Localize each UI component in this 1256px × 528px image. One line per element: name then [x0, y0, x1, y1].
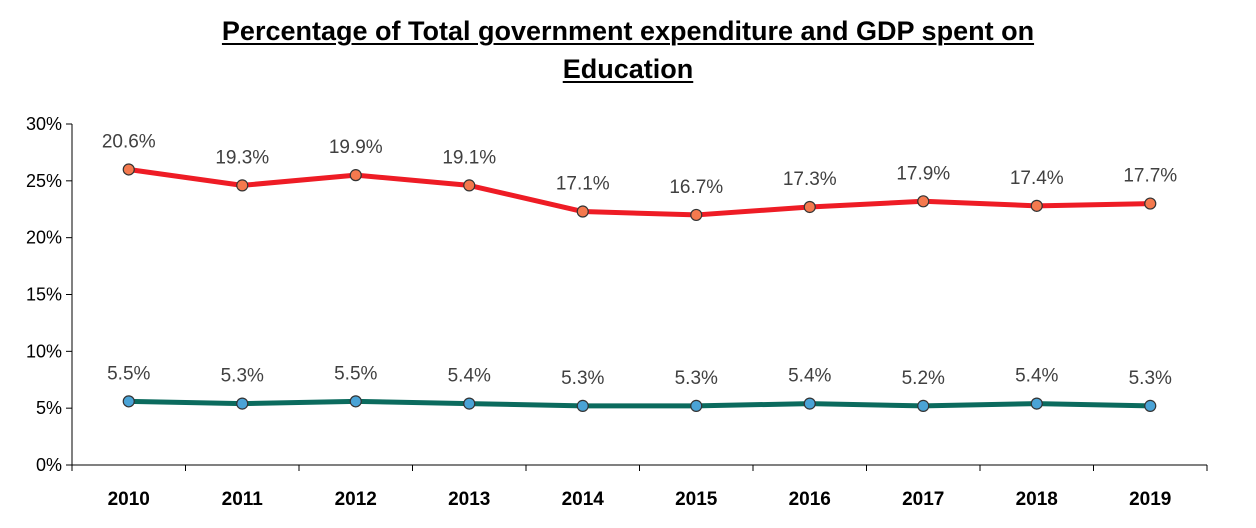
data-label: 19.3% — [215, 147, 269, 168]
x-tick-label: 2015 — [675, 489, 718, 510]
data-point — [576, 399, 589, 412]
data-point — [803, 397, 816, 410]
x-tick-label: 2016 — [789, 489, 831, 510]
data-point — [1144, 399, 1157, 412]
data-label: 5.5% — [107, 363, 150, 384]
data-point — [349, 169, 362, 182]
x-tick-label: 2010 — [108, 489, 150, 510]
data-label: 20.6% — [102, 131, 156, 152]
data-label: 5.3% — [1129, 368, 1172, 389]
x-tick-label: 2019 — [1129, 489, 1171, 510]
y-tick-label: 5% — [36, 398, 62, 418]
data-point — [690, 208, 703, 222]
data-label: 17.9% — [896, 163, 950, 184]
data-label: 19.9% — [329, 137, 383, 158]
y-tick-label: 0% — [36, 455, 62, 475]
data-point — [463, 397, 476, 410]
data-point — [1144, 197, 1157, 210]
data-point — [690, 399, 703, 412]
y-tick-label: 10% — [26, 341, 62, 361]
data-point — [917, 399, 930, 412]
data-point — [576, 205, 589, 218]
data-label: 17.7% — [1123, 166, 1177, 187]
data-label: 5.3% — [675, 368, 718, 389]
chart-title: Percentage of Total government expenditu… — [0, 12, 1256, 88]
data-point — [463, 179, 476, 192]
x-tick-label: 2014 — [562, 489, 605, 510]
data-label: 5.4% — [448, 366, 491, 387]
data-label: 17.1% — [556, 174, 610, 195]
data-label: 16.7% — [669, 177, 723, 198]
data-point — [122, 395, 135, 408]
series-line-1 — [126, 166, 1153, 218]
data-point — [803, 200, 816, 214]
x-tick-label: 2011 — [222, 489, 264, 510]
data-point — [236, 397, 249, 410]
chart-axes: 0% 5% 10% 15% 20% 25% 30% 2010 2011 2012 2013 2014 2… — [26, 114, 1208, 510]
y-tick-label: 25% — [26, 171, 62, 191]
data-label: 5.5% — [334, 363, 377, 384]
chart-title-text: Percentage of Total government expenditu… — [221, 16, 1035, 84]
data-point — [236, 179, 249, 192]
x-tick-label: 2018 — [1016, 489, 1058, 510]
x-tick-label: 2012 — [335, 489, 377, 510]
series-layer — [122, 163, 1157, 412]
data-label: 5.3% — [561, 368, 604, 389]
data-point — [349, 395, 362, 408]
y-tick-label: 30% — [26, 114, 62, 134]
data-label: 17.4% — [1010, 168, 1064, 189]
data-label: 5.2% — [902, 368, 945, 389]
data-label: 5.4% — [1015, 366, 1058, 387]
data-label: 19.1% — [442, 147, 496, 168]
data-label: 17.3% — [783, 169, 837, 190]
data-point — [122, 163, 135, 176]
data-point — [1030, 397, 1043, 410]
x-tick-label: 2013 — [448, 489, 490, 510]
data-point — [1030, 199, 1043, 212]
x-tick-label: 2017 — [902, 489, 944, 510]
data-labels-layer: 20.6% 19.3% 19.9% 19.1% 17.1% 16.7% 17.3% 17.9%… — [102, 131, 1177, 388]
data-point — [917, 195, 930, 208]
data-label: 5.3% — [221, 366, 264, 387]
series-line-2 — [126, 398, 1153, 409]
y-tick-label: 15% — [26, 285, 62, 305]
data-label: 5.4% — [788, 366, 831, 387]
y-tick-label: 20% — [26, 228, 62, 248]
